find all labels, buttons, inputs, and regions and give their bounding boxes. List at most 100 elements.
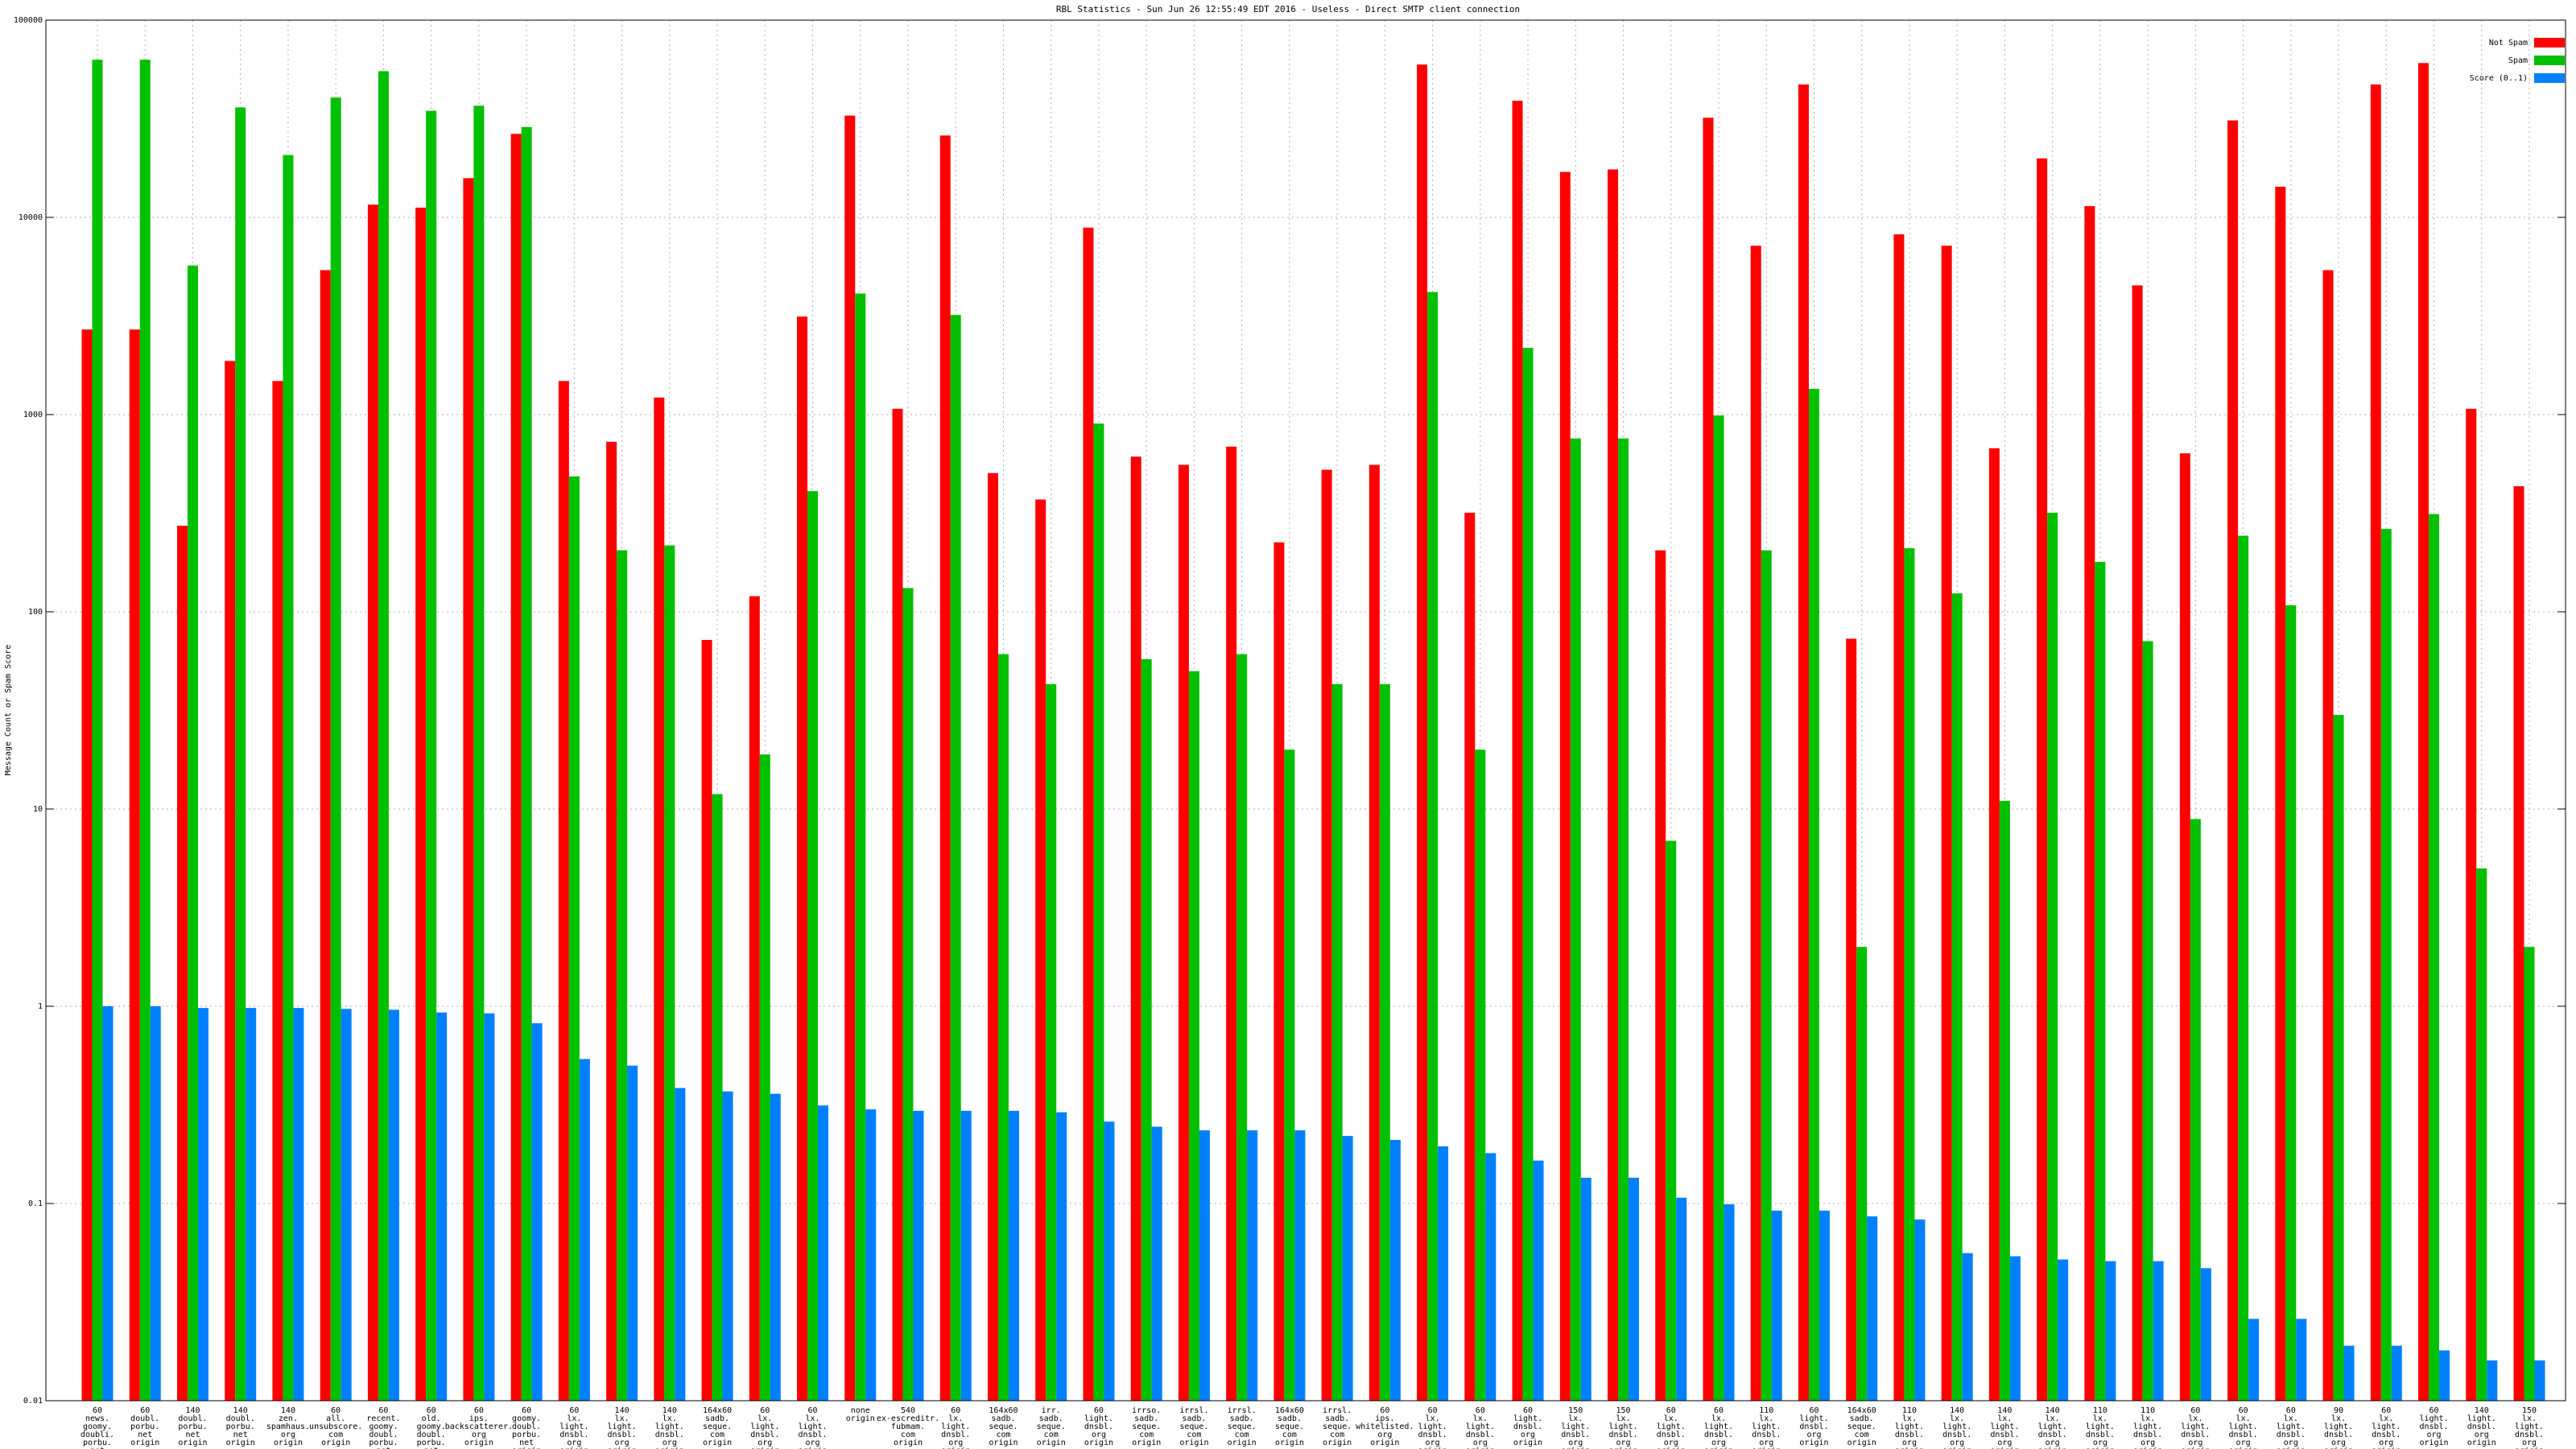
bar [1188,671,1199,1401]
bar [1941,246,1952,1401]
bar [797,316,808,1402]
bar [807,491,819,1401]
y-tick-label: 0.01 [23,1397,43,1406]
bar [579,1059,590,1401]
bar [818,1105,829,1401]
bar [617,550,628,1401]
bar [1798,84,1809,1402]
y-tick-label: 1000 [23,411,43,419]
bar [1846,638,1857,1401]
bar [654,397,665,1402]
bar [722,1091,733,1401]
bar [1570,438,1581,1401]
x-tick-label: 60 light. dnsbl. org origin [1513,1406,1542,1447]
bar [2322,270,2334,1402]
bar [2153,1261,2164,1401]
x-tick-label: 164x60 sadb. seque. com origin [1847,1406,1876,1447]
x-tick-label: 140 doubl. porbu. net origin [178,1406,207,1447]
x-tick-label: 60 ips. backscatterer. org origin [445,1406,513,1447]
x-tick-label: 164x60 sadb. seque. com origin [989,1406,1018,1447]
bar [246,1008,257,1401]
y-tick-label: 10000 [19,213,43,222]
bar [1438,1146,1449,1401]
bar [664,545,675,1401]
bar [1761,550,1772,1401]
bar [1655,550,1666,1401]
bar [2333,715,2344,1401]
bar [1178,464,1189,1401]
bar [225,361,236,1401]
bar [1464,512,1476,1402]
bar [1331,683,1343,1401]
bar [293,1008,304,1401]
bar [1512,101,1523,1401]
bar [1724,1204,1735,1401]
x-tick-label: irrsl. sadb. seque. com origin [1179,1406,1208,1447]
bar [1808,389,1819,1401]
bar [1083,227,1094,1401]
bar [2487,1360,2498,1401]
bar [987,473,998,1401]
bar [2534,1360,2545,1401]
chart-title: RBL Statistics - Sun Jun 26 12:55:49 EDT… [1056,4,1520,14]
bar [2047,512,2058,1402]
x-tick-label: 60 ips. whitelisted. org origin [1356,1406,1414,1447]
bar [1284,749,1295,1401]
bar [1093,423,1104,1401]
bar [2248,1319,2260,1401]
bar [102,1006,114,1401]
bar [2439,1350,2450,1401]
bar [855,293,866,1401]
bar [1867,1216,1878,1401]
bar [2275,186,2286,1402]
x-tick-label: 164x60 sadb. seque. com origin [1275,1406,1304,1447]
bar [187,265,198,1401]
bar [1608,169,1619,1401]
bar [2343,1345,2355,1401]
bar [2476,868,2487,1401]
bar [1417,64,1428,1402]
x-tick-label: 60 doubl. porbu. net origin [130,1406,159,1447]
bar [1629,1178,1640,1401]
bar [521,126,532,1401]
bar [484,1013,495,1401]
bar [2370,84,2381,1402]
bar [1151,1126,1162,1401]
bar [1130,456,1141,1402]
bar [531,1023,543,1401]
bar [272,381,283,1401]
bar [81,329,93,1401]
bar [2009,1256,2021,1401]
bar [1475,749,1486,1401]
bar [2391,1345,2402,1401]
bar [2095,562,2106,1401]
bar [902,588,914,1401]
bar [844,115,856,1402]
x-tick-label: irrso. sadb. seque. com origin [1132,1406,1161,1447]
bar [1750,246,1761,1401]
bar [1274,542,1285,1401]
bar [150,1006,161,1401]
bar [510,134,522,1401]
bar [1580,1178,1591,1401]
bar [939,135,951,1401]
bar [1226,446,1237,1402]
bar [1666,840,1677,1401]
bar [1141,658,1152,1401]
bar [330,97,341,1401]
legend-swatch [2534,56,2565,65]
bar [139,60,151,1401]
bar [2084,206,2095,1401]
bar [1368,464,1380,1401]
